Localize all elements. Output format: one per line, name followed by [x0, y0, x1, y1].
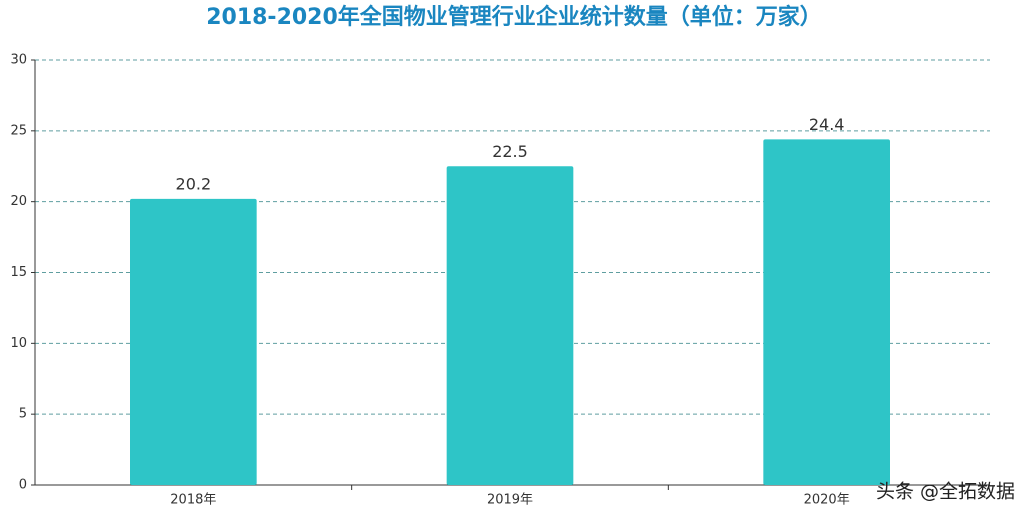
- x-tick-label: 2020年: [804, 493, 850, 508]
- value-label: 20.2: [176, 174, 212, 193]
- y-tick-label: 15: [10, 265, 27, 280]
- watermark: 头条 @全拓数据: [876, 481, 1015, 503]
- x-tick-label: 2018年: [170, 493, 216, 508]
- y-tick-label: 10: [10, 336, 27, 351]
- y-tick-label: 0: [19, 478, 27, 493]
- y-tick-label: 20: [10, 194, 27, 209]
- y-tick-label: 5: [19, 407, 27, 422]
- y-tick-label: 30: [10, 53, 27, 68]
- chart-title: 2018-2020年全国物业管理行业企业统计数量（单位：万家）: [206, 4, 822, 30]
- value-label: 22.5: [492, 142, 528, 161]
- bar: [763, 139, 890, 486]
- y-tick-label: 25: [10, 123, 27, 138]
- x-tick-label: 2019年: [487, 493, 533, 508]
- bar: [446, 166, 574, 485]
- value-label: 24.4: [809, 115, 845, 134]
- bar: [130, 198, 257, 486]
